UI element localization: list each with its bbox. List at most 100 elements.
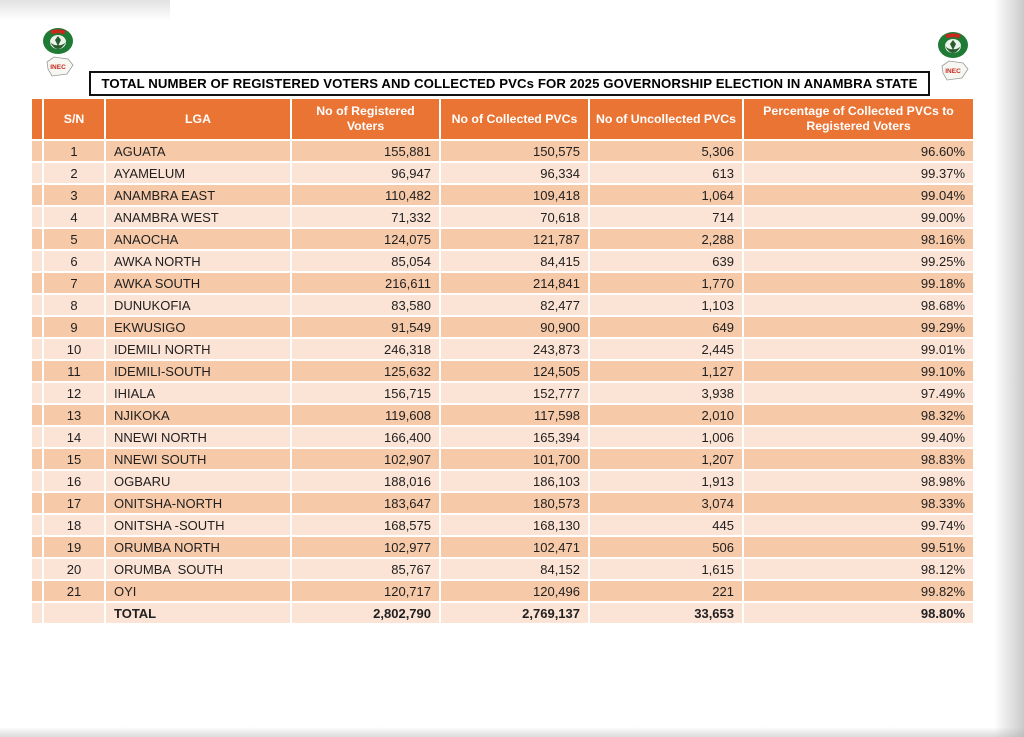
cell-sn: 14 xyxy=(44,427,104,447)
cell-percentage: 98.32% xyxy=(744,405,973,425)
table-row: 12 IHIALA 156,715 152,777 3,938 97.49% xyxy=(32,383,973,403)
table-body: 1 AGUATA 155,881 150,575 5,306 96.60% 2 … xyxy=(32,141,973,623)
cell-registered: 156,715 xyxy=(292,383,439,403)
inec-logo-left: INEC xyxy=(36,24,80,80)
table-row: 3 ANAMBRA EAST 110,482 109,418 1,064 99.… xyxy=(32,185,973,205)
cell-sn: 5 xyxy=(44,229,104,249)
cell-uncollected: 1,064 xyxy=(590,185,742,205)
table-row: 10 IDEMILI NORTH 246,318 243,873 2,445 9… xyxy=(32,339,973,359)
cell-sn: 17 xyxy=(44,493,104,513)
cell-registered: 246,318 xyxy=(292,339,439,359)
cell-percentage: 99.01% xyxy=(744,339,973,359)
cell-uncollected: 613 xyxy=(590,163,742,183)
cell-strip xyxy=(32,559,42,579)
cell-percentage: 99.04% xyxy=(744,185,973,205)
cell-total-collected: 2,769,137 xyxy=(441,603,588,623)
cell-uncollected: 2,445 xyxy=(590,339,742,359)
cell-registered: 71,332 xyxy=(292,207,439,227)
inec-logo-text: INEC xyxy=(945,68,961,75)
cell-uncollected: 1,127 xyxy=(590,361,742,381)
cell-registered: 155,881 xyxy=(292,141,439,161)
cell-sn: 10 xyxy=(44,339,104,359)
cell-collected: 82,477 xyxy=(441,295,588,315)
cell-sn: 16 xyxy=(44,471,104,491)
cell-lga: ONITSHA-NORTH xyxy=(106,493,290,513)
cell-percentage: 98.16% xyxy=(744,229,973,249)
cell-total-label: TOTAL xyxy=(106,603,290,623)
cell-uncollected: 221 xyxy=(590,581,742,601)
cell-sn: 12 xyxy=(44,383,104,403)
inec-logo-text: INEC xyxy=(50,64,66,71)
cell-sn: 1 xyxy=(44,141,104,161)
cell-lga: OYI xyxy=(106,581,290,601)
cell-lga: NJIKOKA xyxy=(106,405,290,425)
cell-registered: 168,575 xyxy=(292,515,439,535)
cell-strip xyxy=(32,251,42,271)
cell-registered: 110,482 xyxy=(292,185,439,205)
table-row: 9 EKWUSIGO 91,549 90,900 649 99.29% xyxy=(32,317,973,337)
cell-collected: 101,700 xyxy=(441,449,588,469)
cell-lga: OGBARU xyxy=(106,471,290,491)
cell-strip xyxy=(32,339,42,359)
header-cell-collected: No of Collected PVCs xyxy=(441,99,588,139)
cell-uncollected: 2,288 xyxy=(590,229,742,249)
cell-sn: 3 xyxy=(44,185,104,205)
cell-total-percentage: 98.80% xyxy=(744,603,973,623)
cell-lga: ANAMBRA WEST xyxy=(106,207,290,227)
cell-percentage: 99.37% xyxy=(744,163,973,183)
cell-registered: 83,580 xyxy=(292,295,439,315)
cell-lga: NNEWI SOUTH xyxy=(106,449,290,469)
cell-collected: 152,777 xyxy=(441,383,588,403)
cell-sn: 11 xyxy=(44,361,104,381)
cell-registered: 119,608 xyxy=(292,405,439,425)
table-row: 16 OGBARU 188,016 186,103 1,913 98.98% xyxy=(32,471,973,491)
cell-strip xyxy=(32,383,42,403)
cell-uncollected: 714 xyxy=(590,207,742,227)
cell-percentage: 99.40% xyxy=(744,427,973,447)
cell-collected: 117,598 xyxy=(441,405,588,425)
cell-strip xyxy=(32,537,42,557)
cell-collected: 180,573 xyxy=(441,493,588,513)
cell-registered: 102,977 xyxy=(292,537,439,557)
cell-percentage: 97.49% xyxy=(744,383,973,403)
cell-percentage: 98.68% xyxy=(744,295,973,315)
cell-sn: 20 xyxy=(44,559,104,579)
cell-uncollected: 1,207 xyxy=(590,449,742,469)
cell-registered: 124,075 xyxy=(292,229,439,249)
cell-total-registered: 2,802,790 xyxy=(292,603,439,623)
cell-collected: 186,103 xyxy=(441,471,588,491)
cell-collected: 90,900 xyxy=(441,317,588,337)
cell-registered: 183,647 xyxy=(292,493,439,513)
table-row: 19 ORUMBA NORTH 102,977 102,471 506 99.5… xyxy=(32,537,973,557)
cell-lga: ANAMBRA EAST xyxy=(106,185,290,205)
cell-uncollected: 639 xyxy=(590,251,742,271)
cell-sn: 13 xyxy=(44,405,104,425)
cell-sn: 9 xyxy=(44,317,104,337)
cell-collected: 165,394 xyxy=(441,427,588,447)
table-row: 8 DUNUKOFIA 83,580 82,477 1,103 98.68% xyxy=(32,295,973,315)
cell-percentage: 98.33% xyxy=(744,493,973,513)
cell-strip xyxy=(32,449,42,469)
cell-lga: IDEMILI NORTH xyxy=(106,339,290,359)
cell-registered: 125,632 xyxy=(292,361,439,381)
table-row: 18 ONITSHA -SOUTH 168,575 168,130 445 99… xyxy=(32,515,973,535)
cell-strip xyxy=(32,581,42,601)
cell-registered: 102,907 xyxy=(292,449,439,469)
cell-percentage: 96.60% xyxy=(744,141,973,161)
cell-percentage: 99.74% xyxy=(744,515,973,535)
cell-collected: 70,618 xyxy=(441,207,588,227)
cell-collected: 121,787 xyxy=(441,229,588,249)
cell-percentage: 99.00% xyxy=(744,207,973,227)
inec-logo-icon: INEC xyxy=(43,28,74,77)
cell-lga: EKWUSIGO xyxy=(106,317,290,337)
cell-uncollected: 445 xyxy=(590,515,742,535)
cell-lga: IDEMILI-SOUTH xyxy=(106,361,290,381)
cell-strip xyxy=(32,229,42,249)
cell-sn: 19 xyxy=(44,537,104,557)
cell-collected: 168,130 xyxy=(441,515,588,535)
cell-sn: 18 xyxy=(44,515,104,535)
cell-uncollected: 506 xyxy=(590,537,742,557)
cell-lga: AYAMELUM xyxy=(106,163,290,183)
cell-strip xyxy=(32,207,42,227)
